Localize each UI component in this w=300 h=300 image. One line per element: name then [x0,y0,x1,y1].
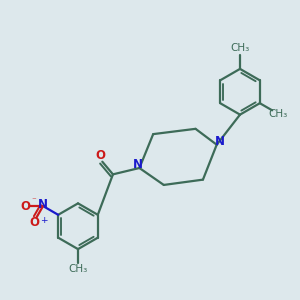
Text: N: N [215,135,225,148]
Text: +: + [40,216,47,225]
Text: CH₃: CH₃ [230,43,250,52]
Text: ⁻: ⁻ [31,196,36,206]
Text: N: N [133,158,143,171]
Text: CH₃: CH₃ [68,264,88,274]
Text: N: N [38,198,48,211]
Text: O: O [21,200,31,213]
Text: CH₃: CH₃ [268,109,288,119]
Text: O: O [30,216,40,229]
Text: O: O [96,149,106,163]
